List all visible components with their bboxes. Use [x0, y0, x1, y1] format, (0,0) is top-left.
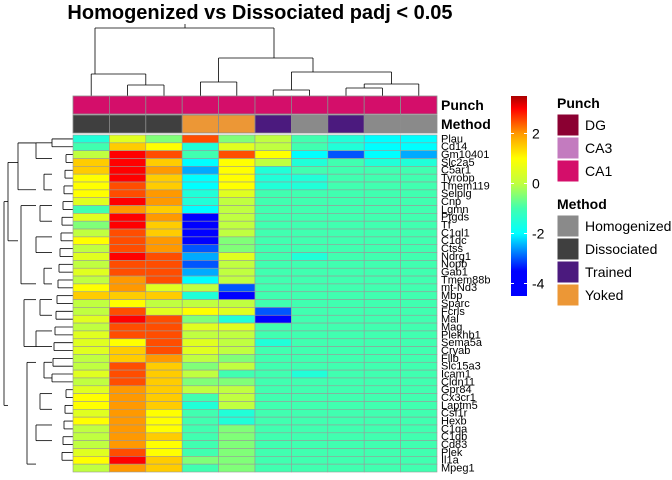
legend-label: Trained — [585, 264, 632, 280]
row-label: Selplg — [441, 188, 472, 200]
legend-label: Homogenized — [585, 218, 671, 234]
legend-swatch — [556, 237, 580, 261]
row-label: Gpr84 — [441, 384, 472, 396]
row-dendrogram — [3, 138, 73, 465]
row-label: Sema5a — [441, 337, 483, 349]
colorbar: 2 0 -2 -4 — [511, 96, 545, 296]
row-label: Hexb — [441, 415, 467, 427]
punch-annotation-label: Punch — [441, 97, 484, 113]
legend-title: Method — [557, 196, 607, 212]
column-dendrogram — [90, 24, 420, 96]
row-labels: PlauCd14Gm10401Slc2a5C5ar1TyrobpTmem119S… — [441, 133, 491, 474]
method-annotation-label: Method — [441, 116, 491, 132]
row-label: C5ar1 — [441, 165, 471, 177]
colorbar-tick-label: 2 — [532, 126, 540, 142]
legend-label: Dissociated — [585, 241, 657, 257]
row-label: Cryab — [441, 345, 470, 357]
legend-swatch — [556, 260, 580, 284]
row-label: Icam1 — [441, 368, 471, 380]
colorbar-tick-label: -2 — [532, 226, 545, 242]
row-label: Cd14 — [441, 141, 467, 153]
chart-title: Homogenized vs Dissociated padj < 0.05 — [67, 2, 453, 24]
row-label: Mbp — [441, 290, 462, 302]
legend-label: CA1 — [585, 163, 612, 179]
row-label: Tyrobp — [441, 173, 475, 185]
row-label: Plek — [441, 447, 463, 459]
row-label: Nopb — [441, 259, 467, 271]
row-label: Mpeg1 — [441, 463, 475, 475]
row-label: Slc15a3 — [441, 361, 481, 373]
row-label: Fllb — [441, 353, 459, 365]
legend-swatch — [556, 283, 580, 307]
legend-label: CA3 — [585, 140, 612, 156]
row-label: Tmem119 — [441, 180, 490, 192]
row-label: Plekhb1 — [441, 329, 481, 341]
row-label: Tmem88b — [441, 274, 491, 286]
row-label: Gm10401 — [441, 149, 489, 161]
row-label: Lgmn — [441, 204, 469, 216]
row-label: Cldn11 — [441, 376, 475, 388]
row-label: Cx3cr1 — [441, 392, 476, 404]
punch-legend: Punch DG CA3 CA1 — [556, 95, 612, 183]
heatmap-cells — [72, 134, 438, 473]
row-label: Ctss — [441, 243, 464, 255]
row-label: Il1a — [441, 455, 460, 467]
row-label: Plau — [441, 133, 463, 145]
legend-label: Yoked — [585, 287, 623, 303]
row-label: Ptgds — [441, 212, 470, 224]
row-label: Mal — [441, 314, 459, 326]
colorbar-tick-label: 0 — [532, 176, 540, 192]
row-label: Gab1 — [441, 267, 468, 279]
row-label: C1qb — [441, 431, 467, 443]
legend-swatch — [556, 113, 580, 137]
row-label: Sparc — [441, 298, 470, 310]
legend-title: Punch — [557, 95, 600, 111]
legend-label: DG — [585, 117, 606, 133]
legend-swatch — [556, 136, 580, 160]
legend-swatch — [556, 214, 580, 238]
row-label: Mag — [441, 321, 462, 333]
colorbar-tick-label: -4 — [532, 276, 545, 292]
method-legend: Method Homogenized Dissociated Trained Yoked — [556, 196, 671, 307]
annotation-tracks — [72, 95, 438, 134]
annotation-labels: Punch Method — [441, 97, 491, 132]
row-label: C1qc — [441, 235, 467, 247]
method-annotation-cell — [400, 114, 438, 134]
row-label: Laptm5 — [441, 400, 478, 412]
row-label: C1qa — [441, 423, 468, 435]
row-label: mt-Nd3 — [441, 282, 477, 294]
row-label: Cnp — [441, 196, 461, 208]
colorbar-bar — [511, 96, 527, 296]
row-label: Cd83 — [441, 439, 467, 451]
row-label: Ndrg1 — [441, 251, 471, 263]
row-label: C1ql1 — [441, 227, 470, 239]
row-label: Slc2a5 — [441, 157, 475, 169]
row-label: Tf — [441, 220, 452, 232]
row-label: Csf1r — [441, 408, 468, 420]
heatmap-cell — [400, 463, 438, 473]
row-label: Fcrls — [441, 306, 465, 318]
punch-annotation-cell — [400, 95, 438, 115]
legend-swatch — [556, 159, 580, 183]
